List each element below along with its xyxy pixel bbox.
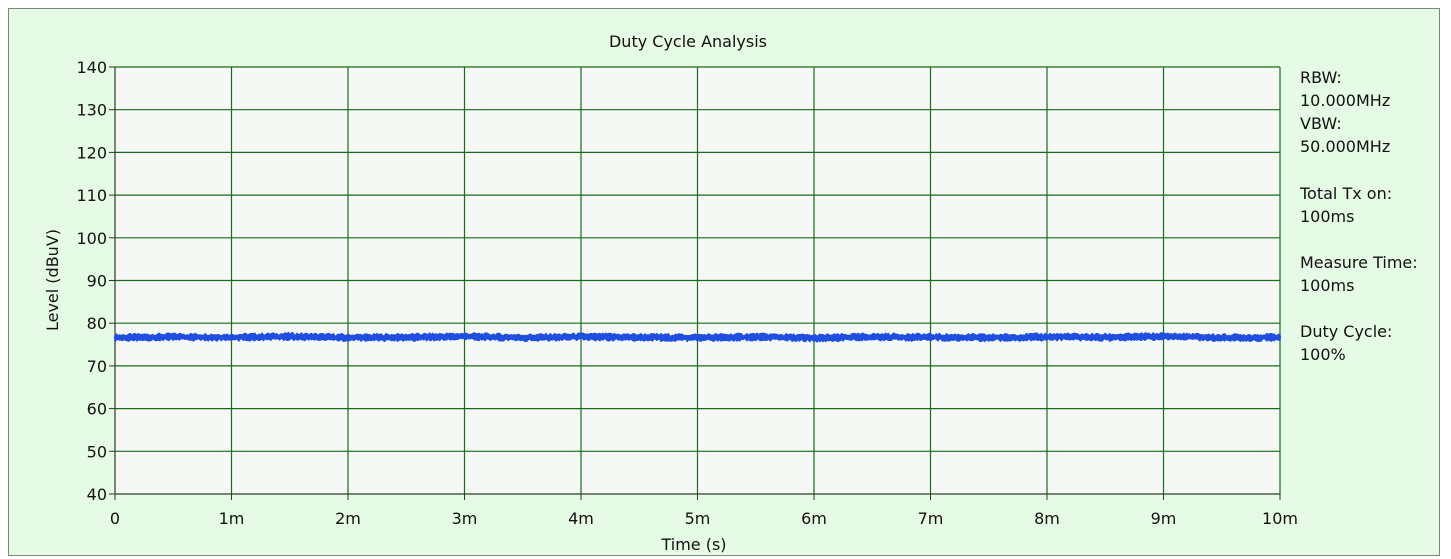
series-0-point — [1104, 336, 1106, 338]
series-0-point — [929, 336, 931, 338]
y-tick-label: 40 — [87, 485, 107, 504]
duty-cycle-label: Duty Cycle: — [1300, 320, 1392, 343]
series-0-point — [1162, 335, 1164, 337]
x-tick-label: 1m — [219, 509, 245, 528]
series-0-point — [230, 336, 232, 338]
series-0-point — [289, 335, 291, 337]
series-0-point — [522, 337, 524, 339]
x-tick-label: 9m — [1151, 509, 1177, 528]
total-tx-value: 100ms — [1300, 205, 1392, 228]
y-tick-label: 100 — [76, 229, 107, 248]
rbw-value: 10.000MHz — [1300, 89, 1390, 112]
series-0-point — [638, 336, 640, 338]
series-0-point — [463, 335, 465, 337]
y-tick-label: 120 — [76, 143, 107, 162]
rbw-label: RBW: — [1300, 66, 1390, 89]
x-tick-label: 7m — [918, 509, 944, 528]
y-tick-label: 90 — [87, 272, 107, 291]
measurement-info: RBW: 10.000MHz VBW: 50.000MHz — [1300, 66, 1390, 158]
y-tick-label: 70 — [87, 357, 107, 376]
series-0-point — [114, 337, 116, 339]
x-tick-label: 4m — [568, 509, 594, 528]
total-tx-label: Total Tx on: — [1300, 182, 1392, 205]
x-tick-label: 8m — [1034, 509, 1060, 528]
duty-cycle-value: 100% — [1300, 343, 1392, 366]
chart-title: Duty Cycle Analysis — [609, 32, 767, 51]
series-0-point — [347, 337, 349, 339]
series-0-point — [172, 336, 174, 338]
x-axis-label: Time (s) — [660, 535, 726, 554]
series-0-point — [696, 337, 698, 339]
x-tick-label: 3m — [452, 509, 478, 528]
x-tick-label: 2m — [335, 509, 361, 528]
measure-time-label: Measure Time: — [1300, 251, 1418, 274]
y-tick-label: 60 — [87, 400, 107, 419]
series-0-point — [1279, 336, 1281, 338]
series-0-point — [405, 336, 407, 338]
series-0-point — [755, 336, 757, 338]
series-0-point — [1046, 336, 1048, 338]
y-tick-label: 130 — [76, 101, 107, 120]
x-tick-label: 10m — [1262, 509, 1298, 528]
x-tick-label: 6m — [801, 509, 827, 528]
vbw-label: VBW: — [1300, 112, 1390, 135]
tx-info: Total Tx on: 100ms — [1300, 182, 1392, 228]
y-tick-label: 110 — [76, 186, 107, 205]
measure-time-value: 100ms — [1300, 274, 1418, 297]
y-axis-label: Level (dBuV) — [43, 229, 62, 331]
vbw-value: 50.000MHz — [1300, 135, 1390, 158]
x-tick-label: 5m — [685, 509, 711, 528]
series-0-point — [988, 337, 990, 339]
series-0-point — [813, 337, 815, 339]
y-tick-label: 140 — [76, 58, 107, 77]
y-tick-label: 50 — [87, 442, 107, 461]
series-0-point — [580, 336, 582, 338]
duty-info: Duty Cycle: 100% — [1300, 320, 1392, 366]
measure-info: Measure Time: 100ms — [1300, 251, 1418, 297]
y-tick-label: 80 — [87, 314, 107, 333]
series-0-point — [1221, 337, 1223, 339]
x-tick-label: 0 — [110, 509, 120, 528]
series-0-point — [871, 336, 873, 338]
